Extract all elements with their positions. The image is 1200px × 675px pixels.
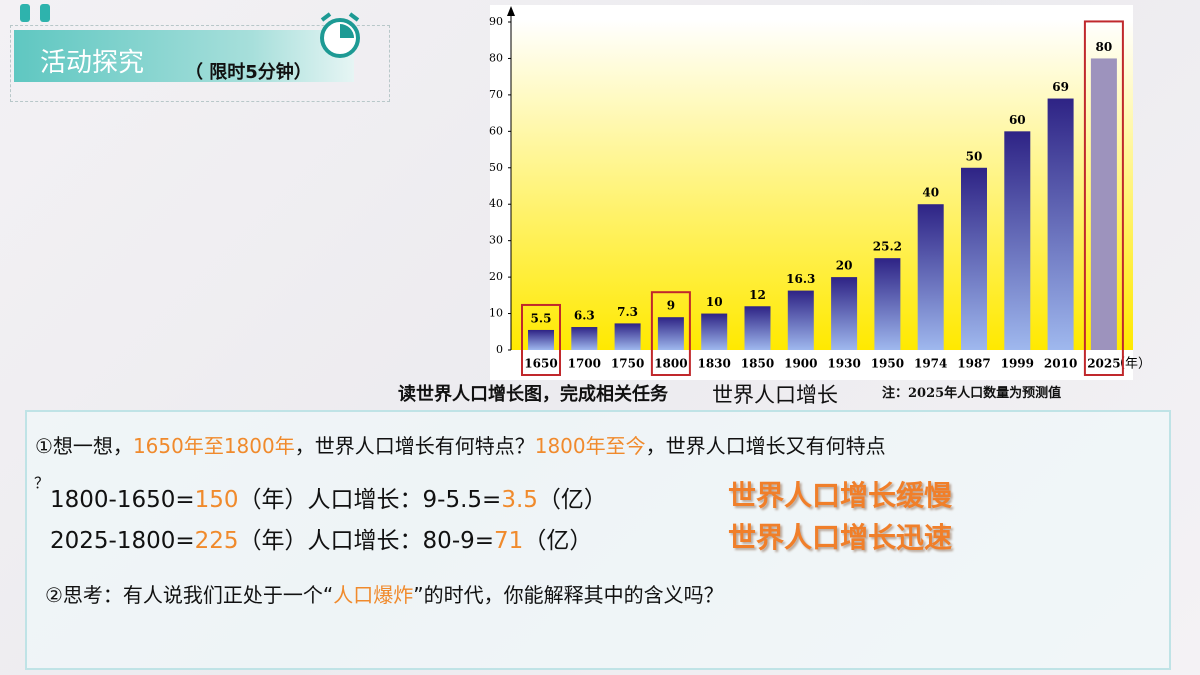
x-tick-label: 1999 [1001,357,1034,371]
answer-1: 1800-1650=150（年）人口增长：9-5.5=3.5（亿） [50,480,607,514]
chart-note: 注：2025年人口数量为预测值 [882,386,1062,401]
value-label: 20 [836,259,853,273]
bar [701,313,728,350]
bar [571,327,598,350]
task: 读世界人口增长图，完成相关任务 [398,384,668,405]
chart: （年） 0 10 20 30 40 50 60 70 80 90 1650 5.5 1700 6.3 175… [489,6,1152,377]
highlight: 71 [494,528,524,554]
plot-area [511,20,1133,350]
conclusion-1: 世界人口增长缓慢 [728,479,953,512]
y-tick-label: 50 [489,161,503,174]
y-tick-label: 0 [496,343,503,356]
bar [1047,98,1074,351]
x-tick-label: 1800 [654,357,687,371]
highlight: 225 [194,528,239,554]
highlight-box [521,303,561,377]
highlight: 150 [194,487,239,513]
x-tick-label: 1830 [697,357,730,371]
text: ”的时代，你能解释其中的含义吗？ [413,583,724,607]
clock-icon [320,12,360,58]
chart-caption: 世界人口增长 [712,383,838,407]
highlight: 3.5 [501,487,538,513]
header-bar [14,30,354,82]
text: 1800-1650= [50,487,195,513]
highlight: 1800年至今 [534,434,646,458]
bar [874,258,901,350]
question-1: ①想一想，1650年至1800年，世界人口增长有何特点？1800年至今，世界人口… [35,430,886,459]
value-label: 25.2 [873,240,902,254]
x-tick-label: 1650 [524,357,557,371]
bar [1004,131,1031,350]
x-tick-label: 1750 [611,357,644,371]
y-tick-label: 70 [489,88,503,101]
bar [1090,58,1117,350]
highlight-box [650,291,691,377]
value-label: 40 [922,186,939,200]
y-tick-label: 60 [489,124,503,137]
bar [831,277,858,350]
y-tick-label: 90 [489,15,503,28]
bar [917,204,944,350]
text: ①想一想， [35,434,133,458]
y-tick-label: 10 [489,307,503,320]
bar [744,306,771,350]
axis-arrow [507,6,515,16]
value-label: 9 [667,299,675,313]
x-tick-label: 1950 [871,357,904,371]
header-frame [10,25,390,102]
value-label: 50 [966,149,983,163]
text: ，世界人口增长又有何特点 [645,434,886,458]
header-title: 活动探究 [40,48,145,78]
value-label: 6.3 [574,309,595,323]
bar [528,329,554,350]
highlight: 1650年至1800年 [132,434,295,458]
value-label: 7.3 [617,305,638,319]
text: （亿） [523,528,593,554]
task-box [25,410,1171,670]
y-tick-label: 40 [489,197,503,210]
bar [614,323,641,350]
text: ②思考：有人说我们正处于一个“ [45,583,334,607]
x-tick-label: 2025 [1087,357,1120,371]
conclusion-2: 世界人口增长迅速 [728,521,953,554]
decor [20,4,30,22]
value-label: 16.3 [786,272,815,286]
bar [787,290,814,350]
text: 2025-1800= [50,528,195,554]
text: ，世界人口增长有何特点？ [294,434,535,458]
y-tick-label: 20 [489,270,503,283]
value-label: 69 [1052,80,1069,94]
highlight: 人口爆炸 [333,583,414,607]
x-tick-label: 1700 [568,357,601,371]
x-axis-label: （年） [1112,357,1151,372]
value-label: 5.5 [531,311,552,325]
value-label: 10 [706,295,723,309]
text: （亿） [537,487,607,513]
text: （年）人口增长：80-9= [238,528,495,554]
bar [657,317,684,350]
text: （年）人口增长：9-5.5= [238,487,502,513]
decor [40,4,50,22]
x-tick-label: 1974 [914,357,947,371]
highlight-box [1083,20,1124,376]
time-limit: （ 限时5分钟） [185,62,312,83]
answer-2: 2025-1800=225（年）人口增长：80-9=71（亿） [50,521,592,555]
x-tick-label: 1930 [827,357,860,371]
value-label: 80 [1096,40,1113,54]
y-tick-label: 30 [489,234,503,247]
value-label: 60 [1009,113,1026,127]
question-1-end: ？ [34,474,50,492]
x-tick-label: 1900 [784,357,817,371]
question-2: ②思考：有人说我们正处于一个“人口爆炸”的时代，你能解释其中的含义吗？ [45,579,724,608]
value-label: 12 [749,288,766,302]
bar [961,167,987,350]
x-tick-label: 2010 [1044,357,1077,371]
x-tick-label: 1987 [957,357,990,371]
x-tick-label: 1850 [741,357,774,371]
y-tick-label: 80 [489,51,503,64]
